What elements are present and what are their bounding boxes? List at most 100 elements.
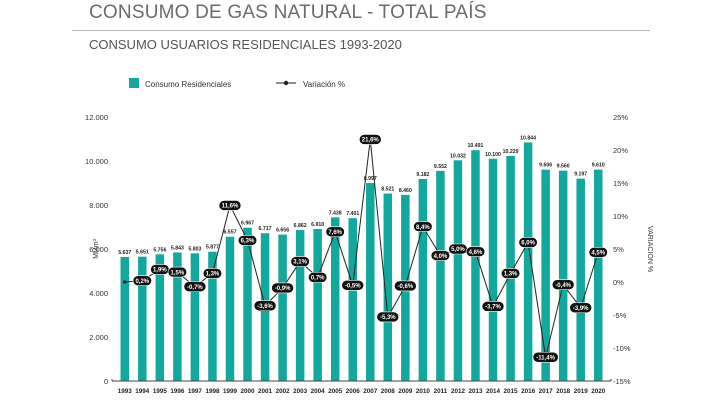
x-tick-label: 2002 — [276, 388, 291, 395]
x-tick-label: 1996 — [170, 388, 185, 395]
bar-value-label: 6.717 — [259, 226, 272, 232]
bar — [453, 160, 463, 381]
bar — [366, 183, 375, 381]
legend: Consumo Residenciales Variación % — [129, 78, 345, 89]
bar-value-label: 9.182 — [416, 172, 429, 178]
bar-value-label: 9.560 — [557, 164, 570, 170]
variation-label: 1,3% — [504, 272, 518, 278]
bar-value-label: 6.967 — [241, 221, 254, 227]
variation-label: -0,9% — [275, 286, 291, 292]
bar — [190, 253, 200, 381]
x-tick-label: 1998 — [205, 388, 220, 395]
bar — [225, 236, 235, 381]
x-tick-label: 2005 — [328, 388, 343, 395]
y-tick-label: 4.000 — [89, 289, 108, 298]
variation-label: -3,6% — [257, 304, 273, 310]
variation-pill — [481, 301, 505, 312]
variation-label: 4,0% — [434, 254, 448, 260]
variation-pill — [569, 302, 592, 314]
bar-value-label: 10.100 — [485, 152, 501, 158]
title-divider — [72, 30, 650, 31]
y2-axis-ticks: -15% -10% -5% 0% 5% 10% 15% 20% 25% — [613, 113, 631, 386]
x-tick-label: 2020 — [591, 388, 606, 395]
bar — [348, 218, 357, 381]
x-tick-label: 2016 — [521, 388, 536, 395]
bar — [295, 230, 305, 381]
bar-value-label: 5.651 — [136, 250, 149, 256]
legend-line-marker — [283, 80, 289, 86]
bar-series — [120, 142, 603, 381]
variation-line — [124, 139, 599, 358]
variation-pill — [202, 268, 223, 279]
bar-value-label: 5.803 — [188, 246, 201, 252]
chart-title: CONSUMO DE GAS NATURAL - TOTAL PAÍS — [89, 2, 487, 23]
bar — [208, 251, 217, 381]
y2-tick-label: 5% — [613, 245, 624, 254]
variation-label: 3,1% — [293, 260, 307, 266]
variation-pill — [132, 275, 152, 286]
x-tick-label: 1994 — [135, 388, 150, 395]
variation-pill — [183, 281, 207, 292]
variation-label: -11,4% — [536, 355, 555, 361]
variation-pill — [253, 300, 277, 312]
legend-line-label: Variación % — [303, 80, 345, 89]
bar-value-label: 6.557 — [223, 230, 236, 236]
y-tick-label: 10.000 — [85, 157, 108, 166]
variation-label: -0,6% — [397, 284, 413, 290]
x-tick-label: 2012 — [451, 388, 466, 395]
variation-label: -0,5% — [345, 284, 361, 290]
variation-label: 7,6% — [328, 230, 342, 236]
bar — [523, 142, 533, 381]
variation-label: -5,3% — [380, 315, 396, 321]
y2-tick-label: -15% — [613, 377, 631, 386]
bar — [120, 256, 130, 381]
variation-pill — [167, 266, 187, 278]
variation-label: 5,0% — [451, 247, 465, 253]
variation-pill — [237, 235, 258, 246]
y2-tick-label: 25% — [613, 113, 628, 122]
bar-value-label: 9.606 — [539, 163, 552, 169]
bar-value-label: 8.460 — [399, 188, 412, 194]
y-tick-label: 0 — [104, 377, 108, 386]
x-tick-label: 2019 — [574, 388, 589, 395]
bar-value-label: 8.521 — [381, 187, 394, 193]
bar — [593, 169, 603, 381]
x-tick-label: 1993 — [118, 388, 133, 395]
y-axis-label: MMm³ — [93, 238, 100, 258]
variation-label: 8,4% — [416, 225, 430, 231]
bar — [138, 256, 147, 381]
bar-value-label: 5.637 — [118, 250, 131, 256]
bar-value-label: 7.401 — [346, 211, 359, 217]
bar-value-label: 10.844 — [520, 135, 536, 141]
y2-tick-label: 15% — [613, 179, 628, 188]
x-tick-label: 2015 — [504, 388, 519, 395]
variation-pill — [308, 272, 328, 283]
bar-value-label: 5.877 — [206, 245, 219, 251]
x-tick-label: 2014 — [486, 388, 501, 395]
bar — [155, 254, 165, 381]
x-tick-label: 2004 — [311, 388, 326, 395]
bar-value-label: 9.552 — [434, 164, 447, 170]
variation-pill — [358, 134, 382, 145]
bar-value-label: 10.491 — [468, 143, 484, 149]
variation-label: 4,5% — [591, 251, 605, 257]
x-axis-ticks: 1993 1994 1995 1996 1997 1998 1999 2000 2001 2002… — [118, 388, 606, 395]
bar — [541, 169, 550, 381]
y2-tick-label: 10% — [613, 212, 628, 221]
line-point — [123, 280, 127, 284]
y-axis-ticks: 0 2.000 4.000 6.000 8.000 10.000 12.000 — [85, 113, 108, 386]
bar — [330, 217, 340, 381]
bar-value-label: 6.910 — [311, 222, 324, 228]
variation-label: 1,9% — [153, 268, 167, 274]
bar — [576, 178, 585, 381]
x-tick-label: 2009 — [398, 388, 413, 395]
variation-label: 4,6% — [469, 250, 483, 256]
variation-pill — [465, 246, 486, 257]
bar-value-label: 9.610 — [592, 163, 605, 169]
x-tick-label: 2011 — [434, 388, 448, 395]
variation-pill — [500, 268, 521, 279]
variation-label: -3,7% — [485, 305, 501, 311]
variation-pill — [325, 226, 345, 238]
variation-label: 6,0% — [521, 241, 535, 247]
bar-value-label: 5.843 — [171, 245, 184, 251]
